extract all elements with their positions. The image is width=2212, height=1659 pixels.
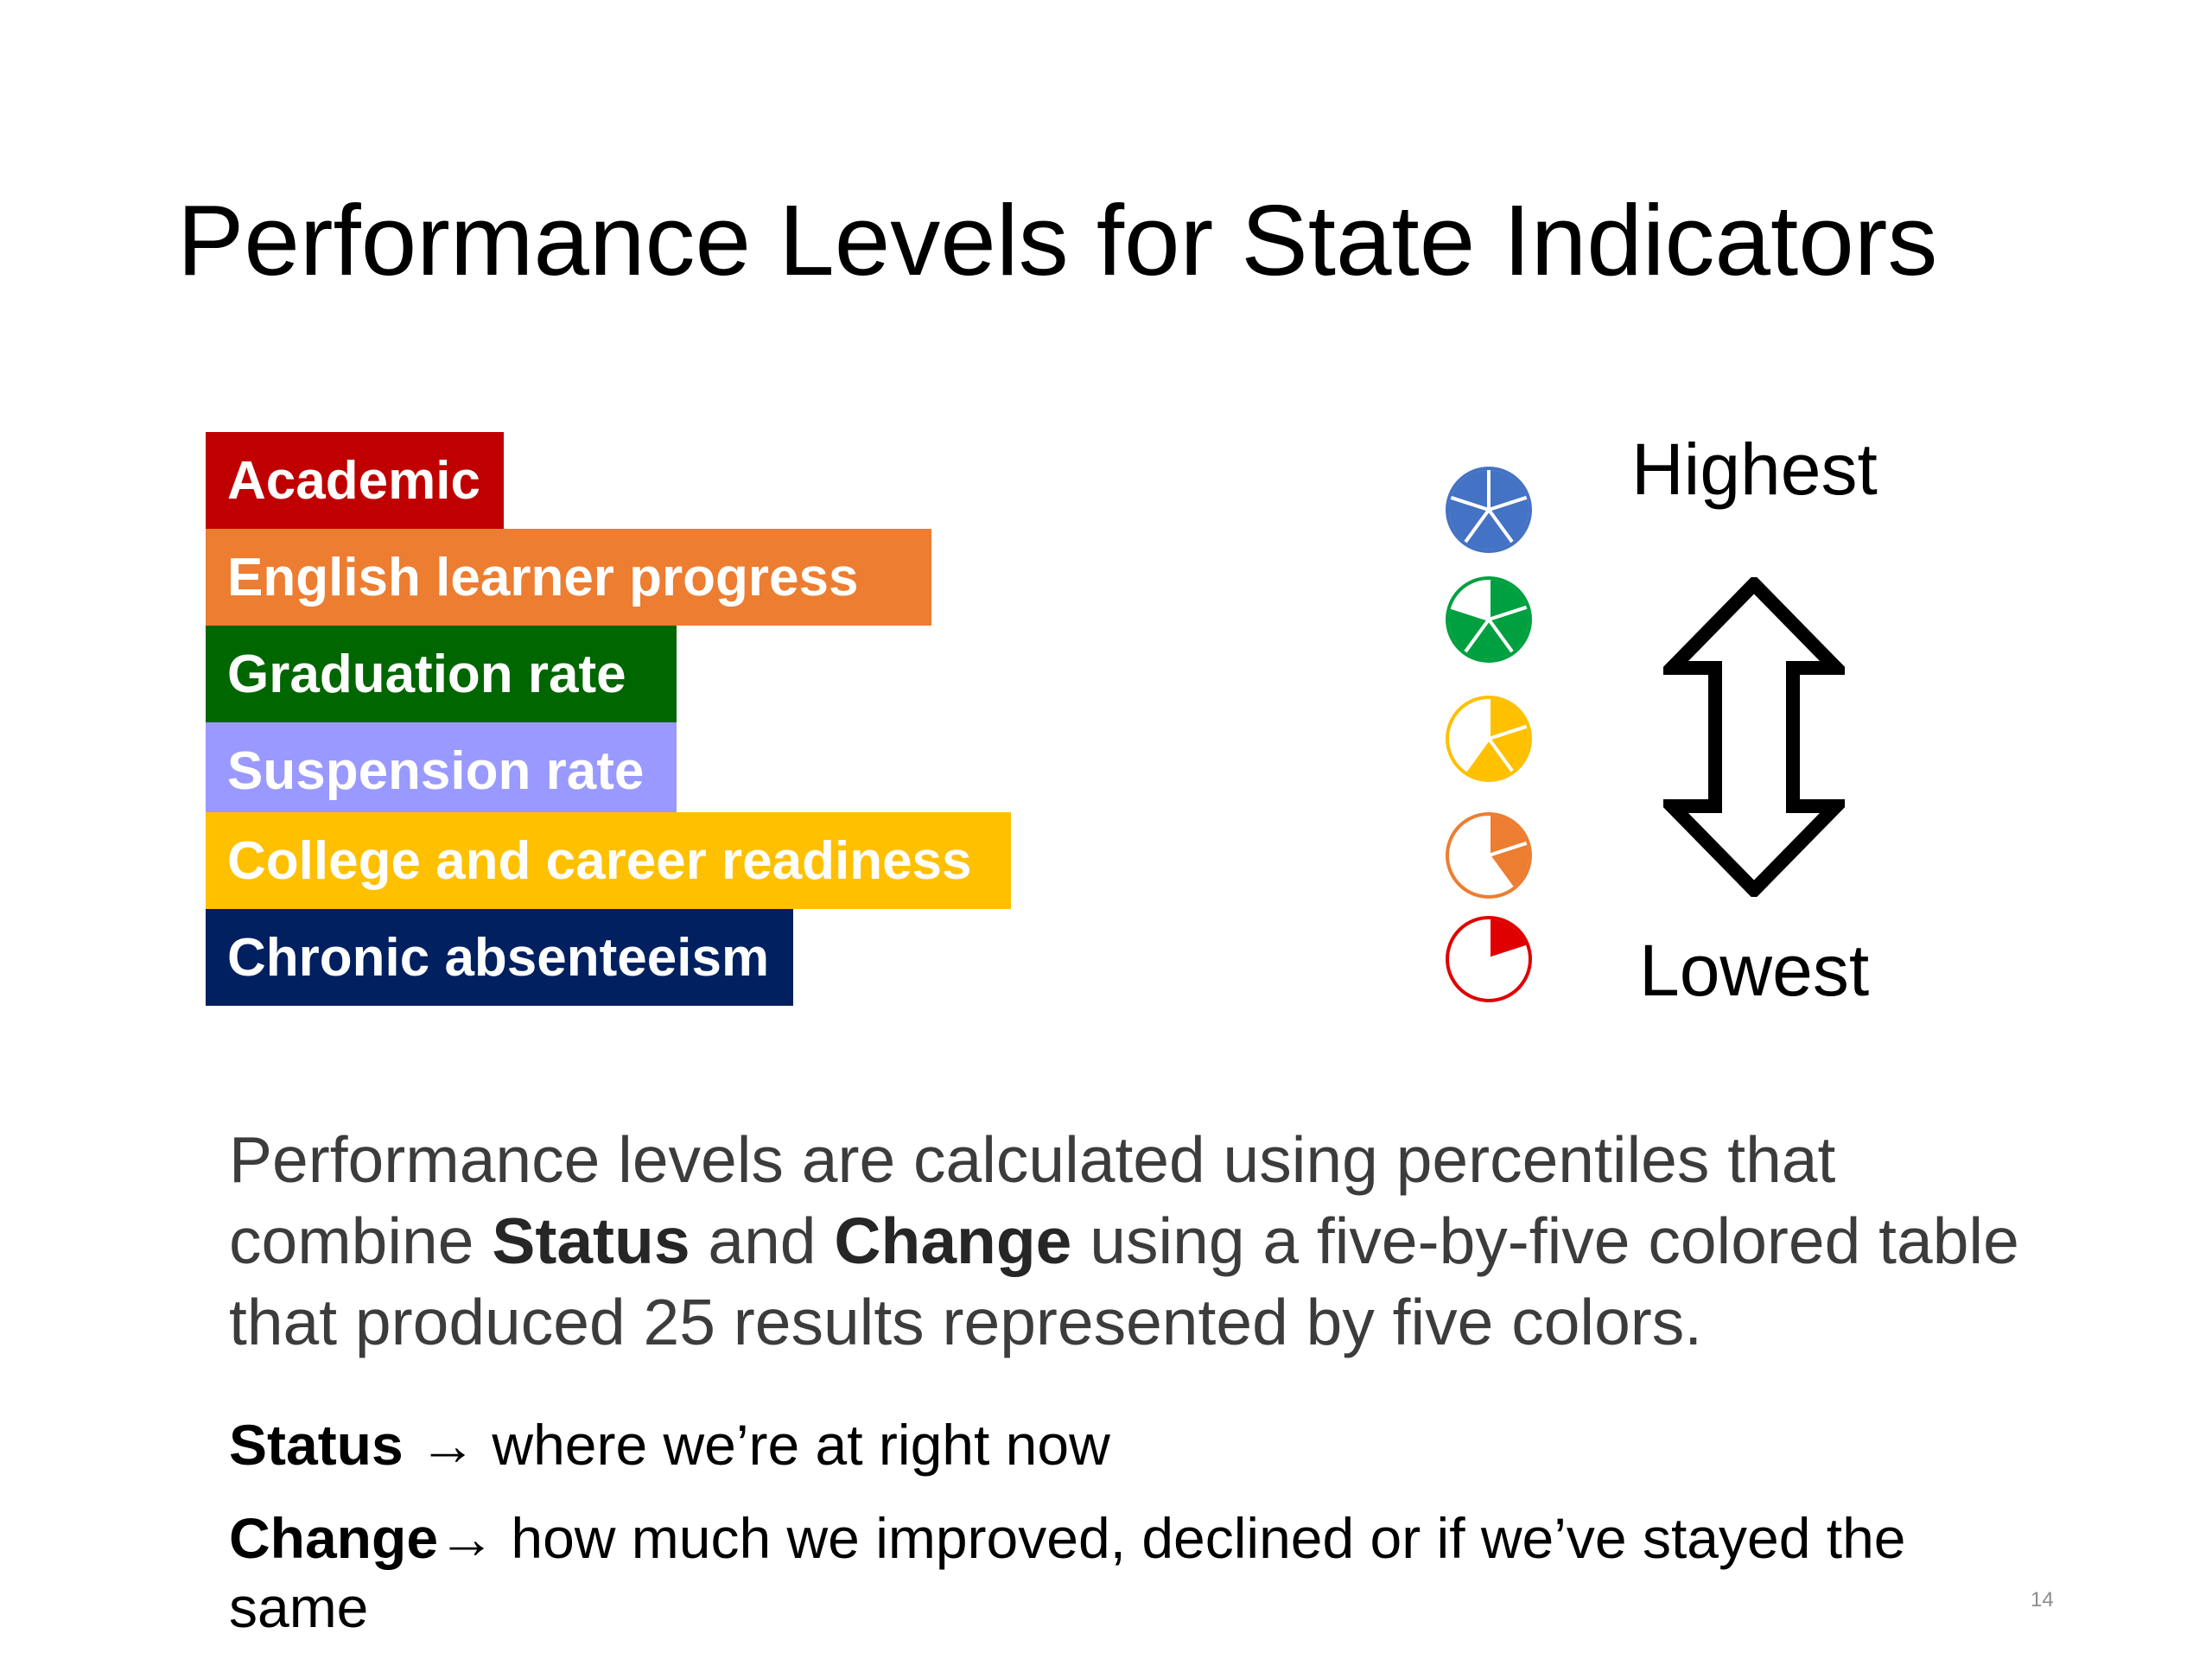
slide-title: Performance Levels for State Indicators	[177, 184, 1938, 296]
double-arrow-icon	[1663, 577, 1845, 897]
definition-term: Change	[229, 1506, 439, 1570]
level-icon-green	[1446, 575, 1532, 663]
paragraph-term-status: Status	[492, 1205, 690, 1277]
level-icon-wedge-empty	[1449, 578, 1489, 620]
indicator-label: Graduation rate	[227, 644, 626, 704]
level-icon-wedge-empty	[1447, 726, 1489, 772]
definition-text: how much we improved, declined or if we’…	[229, 1506, 1906, 1639]
paragraph-text: Performance levels are calculated using …	[229, 1123, 1836, 1277]
definition-term: Status	[229, 1413, 404, 1477]
indicator-label: Suspension rate	[227, 741, 645, 801]
definition-status: Status → where we’re at right now	[229, 1410, 2026, 1479]
level-icon-blue	[1446, 466, 1532, 553]
definition-change: Change→ how much we improved, declined o…	[229, 1503, 2026, 1642]
level-icon-wedge-empty	[1464, 855, 1514, 897]
indicator-graduation-rate: Graduation rate	[206, 626, 677, 722]
definition-text: where we’re at right now	[476, 1413, 1110, 1477]
lowest-label: Lowest	[1639, 930, 1870, 1011]
indicator-college-career-readiness: College and career readiness	[206, 812, 1011, 909]
indicator-label: Chronic absenteeism	[227, 927, 770, 988]
level-icon-wedge-empty	[1489, 946, 1530, 993]
level-icon-wedge-empty	[1449, 918, 1489, 959]
highest-label: Highest	[1631, 429, 1878, 510]
level-icon-outline	[1446, 812, 1532, 899]
paragraph-text: and	[690, 1205, 835, 1277]
right-arrow-icon: →	[419, 1413, 477, 1477]
level-icon-outline	[1446, 916, 1532, 1002]
indicator-academic: Academic	[206, 432, 504, 529]
level-icon-yellow	[1446, 695, 1532, 782]
level-icon-wedge-empty	[1449, 697, 1489, 739]
indicator-english-learner-progress: English learner progress	[206, 529, 931, 626]
level-icon-orange	[1446, 811, 1532, 899]
level-icon-wedge-empty	[1447, 946, 1489, 993]
paragraph-text: using a five-by-five colored table that …	[229, 1205, 2019, 1358]
level-icon-outline	[1446, 696, 1532, 782]
right-arrow-icon: →	[438, 1506, 496, 1570]
level-icon-wedge-empty	[1447, 842, 1489, 889]
indicator-label: College and career readiness	[227, 830, 972, 891]
page-number: 14	[2031, 1588, 2054, 1611]
paragraph-term-change: Change	[834, 1205, 1072, 1277]
level-icon-wedge-empty	[1449, 814, 1489, 855]
indicator-label: Academic	[227, 450, 480, 511]
level-icon-outline	[1446, 467, 1532, 553]
level-icon-outline	[1446, 576, 1532, 663]
level-icon-red	[1446, 915, 1532, 1002]
indicator-label: English learner progress	[227, 547, 859, 607]
indicator-suspension-rate: Suspension rate	[206, 722, 677, 819]
description-paragraph: Performance levels are calculated using …	[229, 1119, 2044, 1363]
indicator-chronic-absenteeism: Chronic absenteeism	[206, 909, 793, 1006]
level-icon-wedge-empty	[1464, 959, 1514, 1001]
